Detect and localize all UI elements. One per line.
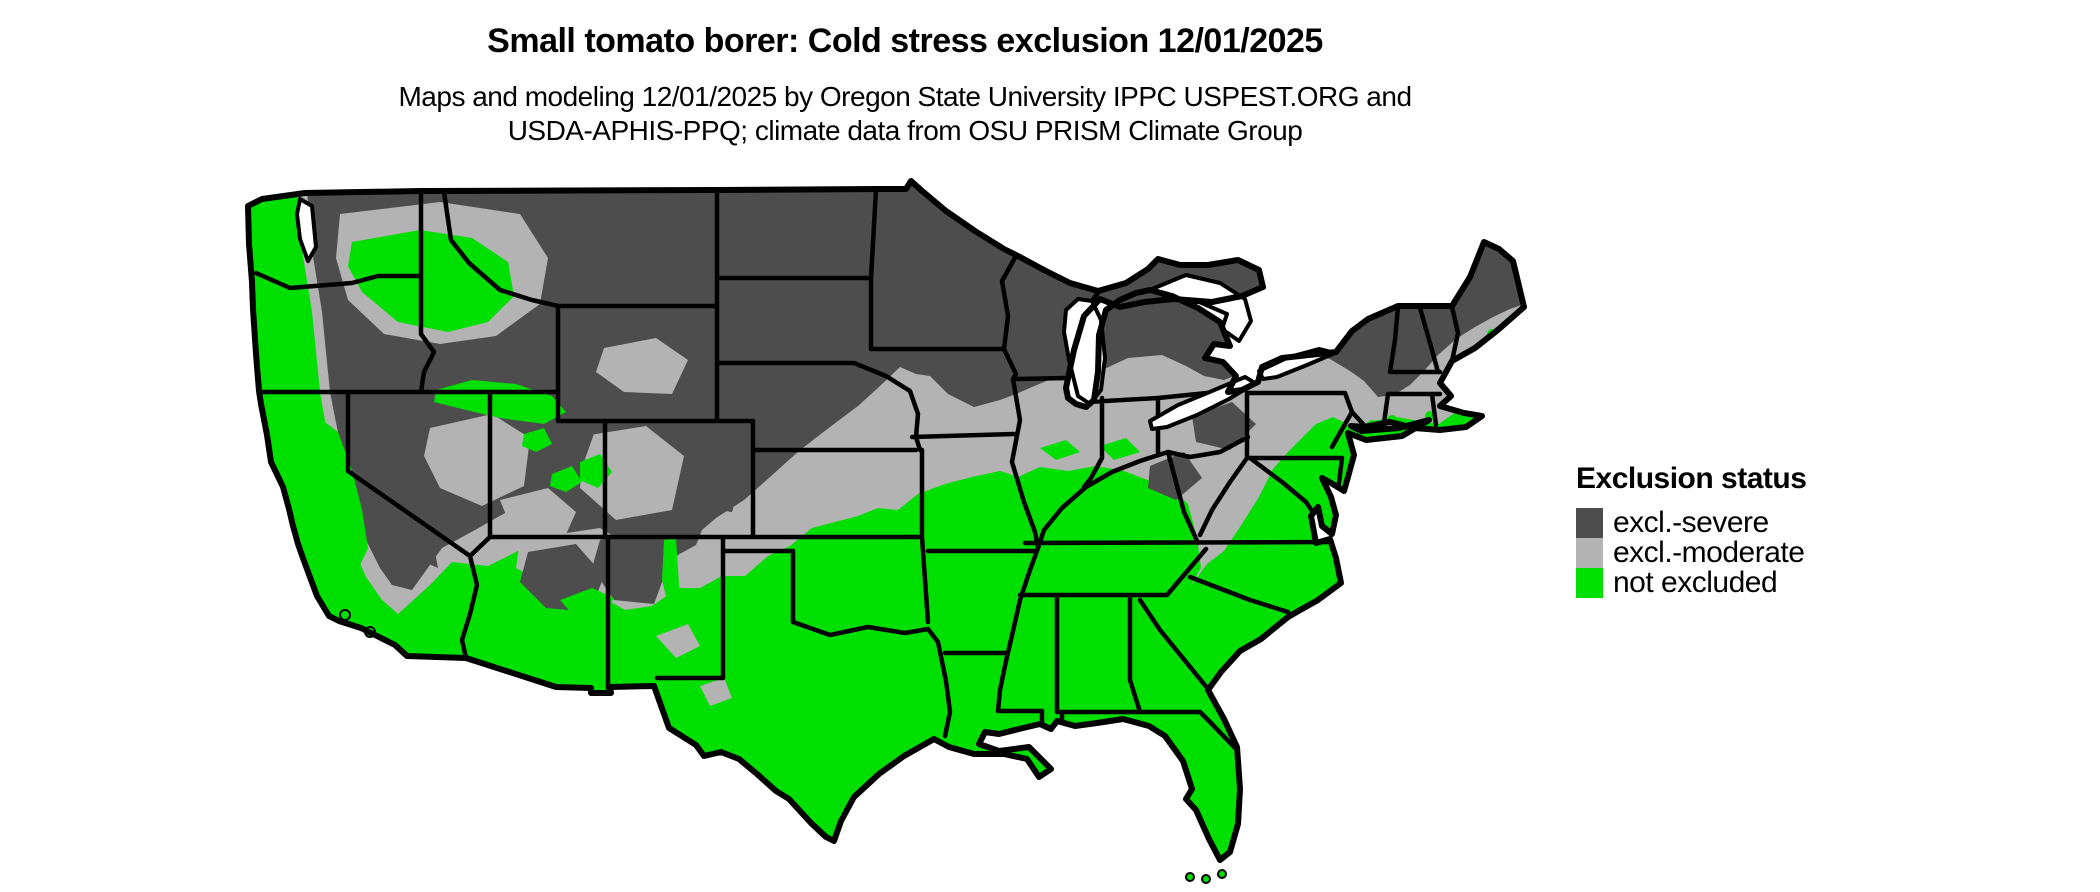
map-title: Small tomato borer: Cold stress exclusio… <box>487 22 1323 60</box>
legend: Exclusion status excl.-severe excl.-mode… <box>1576 462 1807 598</box>
legend-item-severe: excl.-severe <box>1576 508 1806 538</box>
legend-title: Exclusion status <box>1576 462 1807 495</box>
us-outline <box>245 178 1527 863</box>
severe-swatch-icon <box>1576 508 1603 538</box>
moderate-swatch-icon <box>1576 538 1603 568</box>
legend-item-label: not excluded <box>1613 566 1778 599</box>
puget-sound-icon <box>295 197 318 263</box>
legend-item-label: excl.-moderate <box>1613 536 1805 569</box>
map-attribution-line-1: Maps and modeling 12/01/2025 by Oregon S… <box>398 81 1412 112</box>
legend-item-moderate: excl.-moderate <box>1576 538 1806 568</box>
legend-item-label: excl.-severe <box>1613 506 1769 539</box>
legend-item-not-excluded: not excluded <box>1576 568 1806 598</box>
map-green-patches <box>310 230 1512 614</box>
map-attribution: Maps and modeling 12/01/2025 by Oregon S… <box>0 80 1810 148</box>
not-excluded-swatch-icon <box>1576 568 1603 598</box>
map-attribution-line-2: USDA-APHIS-PPQ; climate data from OSU PR… <box>507 115 1303 146</box>
